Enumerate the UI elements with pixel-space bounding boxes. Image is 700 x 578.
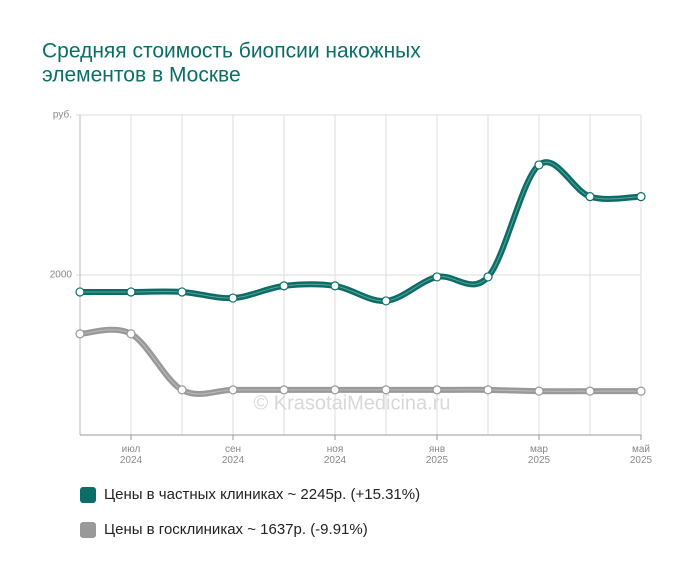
data-point bbox=[126, 329, 136, 339]
data-point bbox=[534, 160, 544, 170]
data-point bbox=[585, 386, 595, 396]
x-tick-label: ноя 2024 bbox=[324, 444, 347, 466]
data-point bbox=[483, 272, 493, 282]
legend-swatch bbox=[80, 522, 96, 538]
chart-title: Средняя стоимость биопсии накожных bbox=[42, 40, 421, 63]
x-tick-label: сен 2024 bbox=[222, 444, 245, 466]
x-tick-label: янв 2025 bbox=[426, 444, 449, 466]
y-tick-label: руб. bbox=[53, 109, 72, 121]
series-line bbox=[79, 326, 641, 397]
data-point bbox=[279, 385, 289, 395]
legend-label: Цены в частных клиниках ~ 2245р. (+15.31… bbox=[104, 486, 420, 503]
series-line-stripe bbox=[79, 329, 641, 395]
data-point bbox=[381, 296, 391, 306]
data-point bbox=[432, 385, 442, 395]
data-point bbox=[483, 385, 493, 395]
x-tick-label: июл 2024 bbox=[120, 444, 143, 466]
data-point bbox=[75, 287, 85, 297]
legend-label: Цены в госклиниках ~ 1637р. (-9.91%) bbox=[104, 521, 368, 538]
data-point bbox=[279, 281, 289, 291]
data-point bbox=[330, 281, 340, 291]
data-point bbox=[228, 385, 238, 395]
data-point bbox=[177, 287, 187, 297]
legend-swatch bbox=[80, 487, 96, 503]
data-point bbox=[228, 293, 238, 303]
data-point bbox=[75, 329, 85, 339]
data-point bbox=[585, 192, 595, 202]
data-point bbox=[432, 272, 442, 282]
x-tick-label: мар 2025 bbox=[528, 444, 551, 466]
data-point bbox=[636, 386, 646, 396]
series-line bbox=[79, 159, 642, 304]
data-point bbox=[126, 287, 136, 297]
y-tick-label: 2000 bbox=[50, 270, 73, 281]
data-point bbox=[534, 386, 544, 396]
data-point bbox=[381, 385, 391, 395]
watermark: © KrasotaiMedicina.ru bbox=[253, 392, 450, 414]
data-point bbox=[330, 385, 340, 395]
series-line-stripe bbox=[79, 161, 642, 302]
x-tick-label: май 2025 bbox=[630, 444, 653, 466]
data-point bbox=[177, 385, 187, 395]
chart-title: элементов в Москве bbox=[42, 64, 241, 87]
data-point bbox=[636, 192, 646, 202]
